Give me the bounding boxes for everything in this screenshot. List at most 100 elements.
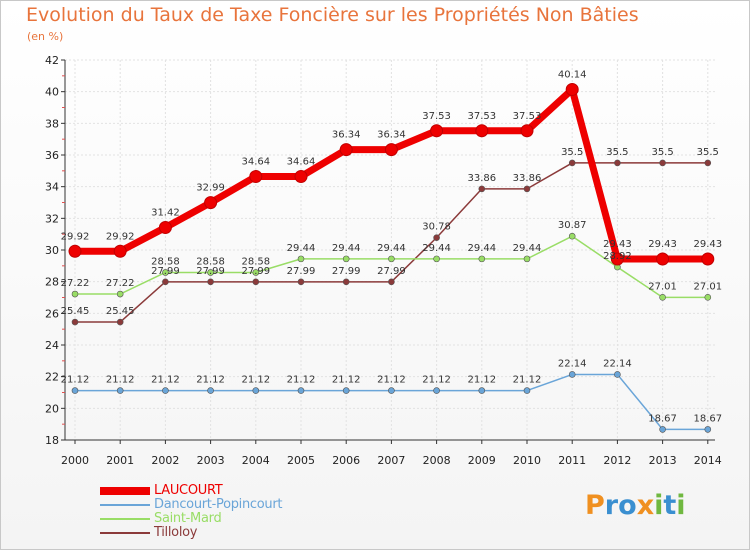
data-label: 29.43 <box>693 239 722 250</box>
data-point <box>433 234 440 241</box>
x-tick-label: 2004 <box>242 454 270 467</box>
logo-letter: o <box>618 490 637 521</box>
data-label: 27.99 <box>287 266 316 277</box>
data-point <box>249 170 263 184</box>
x-tick-label: 2008 <box>423 454 451 467</box>
data-point <box>430 124 444 138</box>
y-tick-label: 42 <box>45 54 59 67</box>
data-label: 28.58 <box>151 256 180 267</box>
data-point <box>704 294 712 301</box>
data-point <box>388 387 395 394</box>
data-point <box>204 196 218 210</box>
data-point <box>294 170 308 184</box>
data-label: 27.99 <box>377 266 406 277</box>
data-label: 21.12 <box>151 375 180 386</box>
data-point <box>568 159 576 167</box>
data-point <box>339 143 353 157</box>
data-label: 25.45 <box>106 306 135 317</box>
data-point <box>342 255 350 263</box>
data-label: 27.99 <box>196 266 225 277</box>
proxiti-logo: Proxiti <box>585 490 686 521</box>
data-point <box>116 387 124 394</box>
data-point <box>71 318 79 326</box>
data-label: 35.5 <box>606 147 628 158</box>
data-point <box>342 278 350 286</box>
data-point <box>610 252 624 266</box>
data-label: 21.12 <box>332 375 361 386</box>
y-tick-label: 34 <box>45 181 59 194</box>
data-point <box>704 426 712 433</box>
y-tick-label: 24 <box>45 339 59 352</box>
data-point <box>568 232 576 240</box>
data-label: 29.43 <box>603 239 632 250</box>
data-label: 18.67 <box>693 413 722 424</box>
data-label: 28.58 <box>241 256 270 267</box>
data-label: 21.12 <box>467 375 496 386</box>
x-tick-label: 2007 <box>377 454 405 467</box>
data-point <box>252 278 260 286</box>
data-point <box>433 387 440 394</box>
legend-swatch <box>100 487 150 495</box>
data-label: 33.86 <box>467 173 496 184</box>
data-label: 36.34 <box>377 130 406 141</box>
data-point <box>704 159 712 167</box>
y-tick-label: 38 <box>45 117 59 130</box>
data-label: 34.64 <box>287 157 316 168</box>
data-point <box>656 252 670 266</box>
data-label: 27.01 <box>648 281 677 292</box>
data-label: 29.92 <box>106 231 135 242</box>
y-tick-label: 20 <box>45 402 59 415</box>
x-tick-label: 2009 <box>468 454 496 467</box>
x-tick-label: 2014 <box>694 454 722 467</box>
data-point <box>207 269 214 276</box>
x-tick-label: 2002 <box>151 454 179 467</box>
logo-letter: i <box>654 490 664 521</box>
data-point <box>207 387 214 394</box>
data-point <box>523 185 531 193</box>
data-label: 36.34 <box>332 130 361 141</box>
data-point <box>659 159 666 167</box>
data-label: 29.44 <box>377 243 406 254</box>
data-point <box>207 278 214 286</box>
data-label: 33.86 <box>513 173 542 184</box>
data-label: 37.53 <box>422 111 451 122</box>
y-tick-label: 30 <box>45 244 59 257</box>
data-label: 27.01 <box>693 281 722 292</box>
data-label: 37.53 <box>513 111 542 122</box>
data-point <box>252 387 260 394</box>
data-point <box>68 244 82 258</box>
data-label: 21.12 <box>377 375 406 386</box>
data-point <box>297 278 305 286</box>
legend-swatch <box>100 532 150 534</box>
data-point <box>475 124 489 138</box>
data-label: 29.44 <box>287 243 316 254</box>
logo-letter: r <box>604 490 619 521</box>
legend-label: Tilloloy <box>154 525 198 540</box>
data-label: 21.12 <box>241 375 270 386</box>
y-tick-label: 18 <box>45 434 59 447</box>
data-label: 35.5 <box>651 147 673 158</box>
x-tick-label: 2011 <box>558 454 586 467</box>
y-tick-label: 22 <box>45 371 59 384</box>
data-point <box>523 387 531 394</box>
data-point <box>71 387 79 394</box>
x-tick-label: 2012 <box>603 454 631 467</box>
data-label: 29.44 <box>422 243 451 254</box>
data-point <box>520 124 534 138</box>
data-point <box>252 269 260 276</box>
data-label: 29.44 <box>467 243 496 254</box>
legend-swatch <box>100 518 150 520</box>
data-label: 34.64 <box>241 157 270 168</box>
data-label: 27.99 <box>332 266 361 277</box>
data-point <box>116 318 124 326</box>
x-tick-label: 2006 <box>332 454 360 467</box>
data-label: 27.99 <box>241 266 270 277</box>
logo-letter: t <box>663 490 677 521</box>
data-point <box>162 278 169 286</box>
data-label: 32.99 <box>196 183 225 194</box>
legend-label: Saint-Mard <box>154 511 222 526</box>
legend-swatch <box>100 504 150 506</box>
x-tick-label: 2001 <box>106 454 134 467</box>
data-point <box>342 387 350 394</box>
data-point <box>388 255 395 263</box>
